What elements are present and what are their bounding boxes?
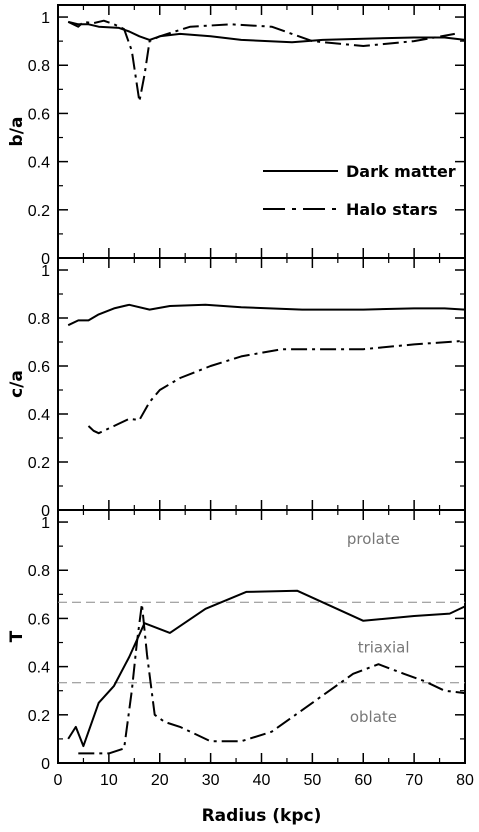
y-tick-label: 0.4 (28, 407, 50, 424)
x-axis-label: Radius (kpc) (202, 806, 322, 826)
halo-stars-line (78, 603, 466, 755)
dark-matter-line (67, 20, 466, 44)
y-tick-label: 0 (41, 756, 50, 773)
y-axis-label: c/a (7, 370, 27, 398)
y-axis-label: b/a (7, 117, 27, 147)
x-tick-label: 20 (151, 772, 169, 789)
y-tick-label: 0.2 (28, 708, 50, 725)
y-tick-label: 1 (41, 10, 50, 27)
dark-matter-line (67, 303, 466, 327)
y-tick-label: 0.8 (28, 58, 50, 75)
y-tick-label: 0.2 (28, 203, 50, 220)
dark-matter-line (67, 589, 466, 748)
legend-label: Dark matter (346, 162, 456, 181)
y-tick-label: 0.6 (28, 359, 50, 376)
x-tick-label: 70 (405, 772, 423, 789)
x-tick-label: 30 (202, 772, 220, 789)
x-tick-label: 10 (100, 772, 118, 789)
y-tick-label: 0.4 (28, 660, 50, 677)
panel-frame (57, 509, 466, 764)
y-tick-label: 0.6 (28, 611, 50, 628)
halo-stars-line (67, 19, 455, 103)
x-tick-label: 80 (456, 772, 474, 789)
y-tick-label: 0.4 (28, 155, 50, 172)
y-tick-label: 0.6 (28, 106, 50, 123)
y-tick-label: 0.8 (28, 563, 50, 580)
region-label-prolate: prolate (347, 530, 400, 548)
y-tick-label: 0.2 (28, 455, 50, 472)
x-tick-label: 40 (253, 772, 271, 789)
x-tick-label: 0 (54, 772, 63, 789)
x-tick-label: 50 (303, 772, 321, 789)
y-axis-label: T (7, 630, 27, 642)
legend-label: Halo stars (346, 200, 438, 219)
y-tick-label: 0.8 (28, 311, 50, 328)
panel-frame (57, 257, 466, 511)
halo-stars-line (87, 339, 466, 435)
y-tick-label: 1 (41, 263, 50, 280)
x-tick-label: 60 (354, 772, 372, 789)
region-label-oblate: oblate (350, 708, 397, 726)
region-label-triaxial: triaxial (358, 638, 410, 656)
y-tick-label: 0 (41, 251, 50, 268)
y-tick-label: 0 (41, 503, 50, 520)
y-tick-label: 1 (41, 515, 50, 532)
